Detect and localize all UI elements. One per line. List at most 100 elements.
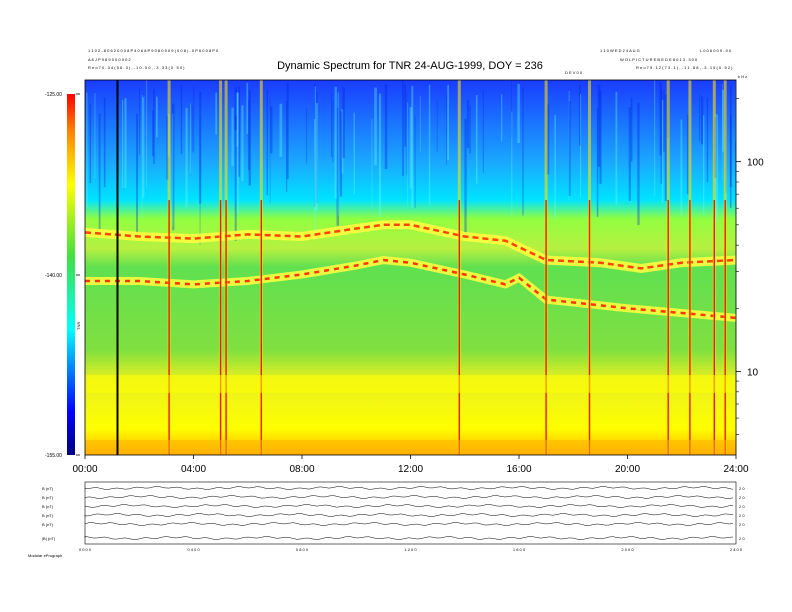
- texture-stripe: [146, 80, 148, 188]
- texture-stripe: [628, 107, 631, 201]
- burst-line: [713, 200, 715, 455]
- ancillary-trace: [84, 522, 734, 526]
- texture-stripe: [153, 88, 155, 164]
- spectrogram-stripes: [86, 80, 736, 245]
- texture-stripe: [331, 94, 333, 157]
- ancillary-trace: [84, 495, 734, 499]
- header-right-line3: R e o 7 5 . 1 2 ( 7 3 . 1 ) , - 1 1 . 8 …: [636, 65, 733, 70]
- texture-stripe: [568, 101, 571, 196]
- ancillary-right-tick: 2 0: [739, 486, 745, 491]
- texture-stripe: [466, 99, 469, 149]
- x-tick-label: 04:00: [181, 464, 206, 475]
- texture-stripe: [384, 84, 388, 169]
- ancillary-x-tick: 0 4 0 0: [187, 547, 200, 552]
- texture-stripe: [699, 94, 700, 142]
- texture-stripe: [332, 100, 334, 163]
- texture-stripe: [172, 103, 175, 231]
- texture-stripe: [269, 98, 271, 204]
- texture-stripe: [270, 106, 273, 154]
- ancillary-row-label: B (nT): [42, 504, 54, 509]
- vertical-bursts: [167, 80, 727, 455]
- x-tick-label: 20:00: [615, 464, 640, 475]
- texture-stripe: [234, 86, 237, 131]
- texture-stripe: [469, 105, 471, 154]
- texture-stripe: [580, 93, 582, 198]
- texture-stripe: [722, 89, 724, 152]
- ancillary-row-label: B (nT): [42, 522, 54, 527]
- texture-stripe: [122, 99, 124, 188]
- texture-stripe: [706, 97, 709, 183]
- texture-stripe: [402, 80, 404, 176]
- ancillary-x-tick: 0 0 0 0: [79, 547, 92, 552]
- texture-stripe: [248, 100, 250, 171]
- texture-stripe: [215, 92, 218, 135]
- ancillary-frame: [84, 481, 737, 545]
- texture-stripe: [378, 93, 382, 218]
- texture-stripe: [419, 95, 421, 153]
- x-axis: 00:00 04:00 08:00 12:00 16:00 20:00 24:00: [72, 455, 749, 475]
- texture-stripe: [136, 113, 138, 240]
- x-tick-label: 00:00: [72, 464, 97, 475]
- texture-stripe: [241, 105, 244, 181]
- texture-stripe: [661, 99, 664, 204]
- texture-stripe: [172, 113, 174, 227]
- texture-stripe: [246, 82, 249, 134]
- texture-stripe: [475, 95, 478, 184]
- ancillary-right-tick: 2 0: [739, 504, 745, 509]
- texture-stripe: [511, 80, 512, 138]
- header-unit-mark: k H z: [738, 74, 747, 79]
- texture-stripe: [190, 103, 191, 174]
- texture-stripe: [371, 118, 373, 209]
- x-tick-label: 24:00: [723, 464, 748, 475]
- burst-line: [168, 200, 170, 455]
- burst-line: [724, 200, 726, 455]
- texture-stripe: [316, 91, 318, 203]
- texture-stripe: [199, 117, 201, 245]
- texture-stripe: [156, 96, 158, 138]
- texture-stripe: [406, 91, 408, 176]
- texture-stripe: [141, 95, 143, 219]
- texture-stripe: [238, 86, 241, 177]
- texture-stripe: [236, 92, 239, 214]
- burst-line: [545, 200, 547, 455]
- texture-stripe: [464, 118, 467, 240]
- ancillary-trace: [84, 536, 734, 540]
- texture-stripe: [722, 83, 723, 182]
- burst-line: [225, 200, 227, 455]
- texture-stripe: [554, 115, 556, 221]
- texture-stripe: [630, 97, 633, 162]
- texture-stripe: [414, 115, 416, 209]
- ancillary-panel: B (nT) 2 0 B (nT) 2 0 B (nT) 2 0 B (nT) 2 0 B (n…: [28, 481, 745, 558]
- texture-stripe: [501, 94, 503, 142]
- texture-stripe: [522, 86, 524, 216]
- texture-stripe: [568, 90, 570, 200]
- texture-stripe: [98, 113, 101, 230]
- texture-stripe: [546, 104, 550, 175]
- ancillary-row-label: B (nT): [42, 495, 54, 500]
- burst-line: [219, 200, 222, 455]
- texture-stripe: [341, 109, 344, 174]
- colorbar-label: TNR: [76, 322, 81, 330]
- header-center-mark: D E V 0 0: [565, 70, 583, 75]
- texture-stripe: [337, 92, 339, 216]
- texture-stripe: [306, 107, 308, 164]
- texture-stripe: [143, 96, 145, 198]
- texture-stripe: [482, 90, 484, 173]
- texture-stripe: [166, 115, 169, 180]
- texture-stripe: [89, 103, 91, 184]
- texture-stripe: [334, 86, 337, 199]
- ancillary-row-label: |B| (nT): [42, 536, 56, 541]
- header-left-line1: 1 1 0 2 - 8 0 6 2 0 0 0 8 P 4 0 6 8 P 9 …: [88, 48, 219, 53]
- texture-stripe: [315, 103, 318, 211]
- ancillary-x-tick: 2 0 0 0: [621, 547, 634, 552]
- chart-title: Dynamic Spectrum for TNR 24-AUG-1999, DO…: [277, 60, 543, 72]
- texture-stripe: [660, 89, 663, 184]
- texture-stripe: [446, 92, 447, 166]
- yellow-band: [85, 375, 736, 393]
- texture-stripe: [94, 93, 96, 179]
- bottom-orange-band: [85, 440, 736, 455]
- texture-stripe: [654, 80, 656, 196]
- colorbar: [67, 94, 75, 455]
- ancillary-x-tick: 0 8 0 0: [296, 547, 309, 552]
- texture-stripe: [374, 87, 377, 166]
